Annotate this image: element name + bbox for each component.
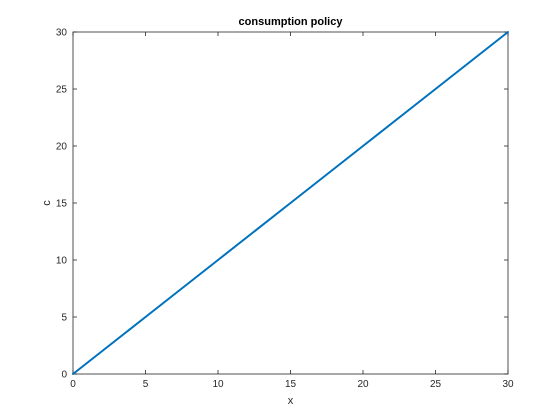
ticks-layer: 0 5 10 15 20 25 30 0 5 10 15 20 25 30 <box>56 28 514 391</box>
y-tick-label: 25 <box>56 85 68 96</box>
x-tick-label: 5 <box>143 379 149 390</box>
y-tick-label: 20 <box>56 142 68 153</box>
chart-title: consumption policy <box>239 16 344 28</box>
y-axis-label: c <box>41 200 53 206</box>
x-tick-label: 0 <box>70 379 76 390</box>
x-tick-label: 25 <box>430 379 442 390</box>
y-tick-label: 5 <box>61 313 67 324</box>
y-tick-label: 15 <box>56 199 68 210</box>
series-layer <box>72 31 509 375</box>
x-tick-label: 30 <box>502 379 514 390</box>
y-tick-label: 0 <box>61 370 67 381</box>
x-tick-label: 10 <box>212 379 224 390</box>
consumption-line <box>72 31 509 375</box>
x-tick-label: 20 <box>357 379 369 390</box>
x-axis-label: x <box>288 395 294 407</box>
y-tick-label: 30 <box>56 28 68 39</box>
y-tick-label: 10 <box>56 256 68 267</box>
x-tick-label: 15 <box>285 379 297 390</box>
